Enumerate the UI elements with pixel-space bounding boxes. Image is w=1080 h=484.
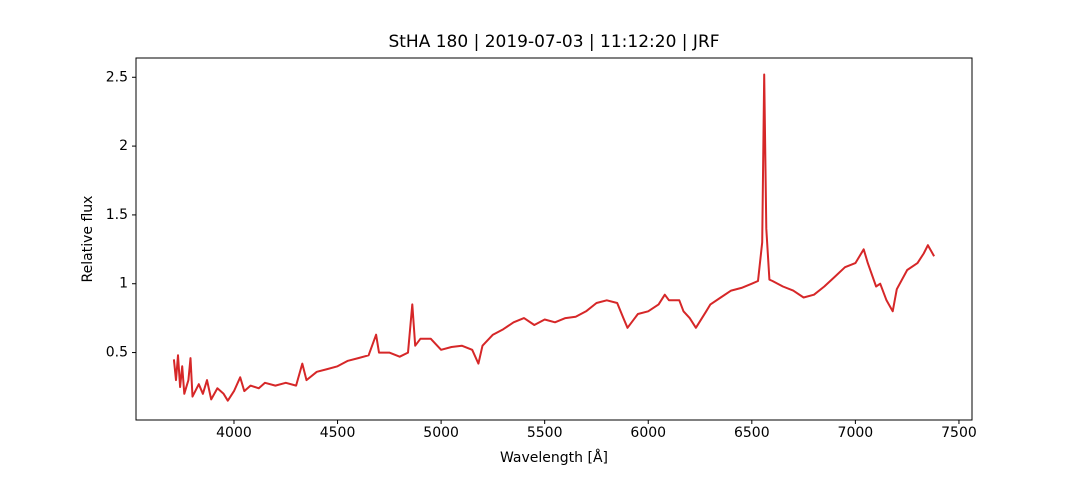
x-tick-label: 4000 bbox=[216, 425, 252, 441]
y-tick-label: 1 bbox=[119, 276, 128, 292]
spectrum-line bbox=[172, 73, 935, 402]
x-tick-label: 7500 bbox=[941, 425, 977, 441]
y-tick-label: 1.5 bbox=[106, 207, 128, 223]
chart-title: StHA 180 | 2019-07-03 | 11:12:20 | JRF bbox=[388, 32, 719, 52]
y-tick-label: 0.5 bbox=[106, 345, 128, 361]
x-tick-label: 6500 bbox=[734, 425, 770, 441]
x-tick-label: 5000 bbox=[423, 425, 459, 441]
y-tick-label: 2 bbox=[119, 138, 128, 154]
x-tick-label: 7000 bbox=[838, 425, 874, 441]
y-axis-label: Relative flux bbox=[80, 196, 96, 283]
x-tick-label: 5500 bbox=[527, 425, 563, 441]
plot-frame bbox=[135, 57, 973, 421]
x-tick-label: 6000 bbox=[630, 425, 666, 441]
x-axis-label: Wavelength [Å] bbox=[500, 449, 608, 466]
y-tick-label: 2.5 bbox=[106, 69, 128, 85]
x-tick-label: 4500 bbox=[320, 425, 356, 441]
